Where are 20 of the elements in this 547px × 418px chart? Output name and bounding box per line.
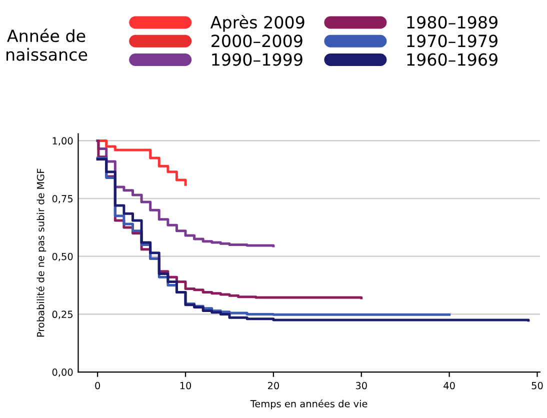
y-tick-label: 0,50 [52,252,73,262]
y-tick-label: 0,25 [52,310,73,320]
legend-label: 1960–1969 [407,53,498,66]
legend-label: 1980–1989 [407,16,498,29]
y-tick-label: 0,75 [52,195,73,204]
y-axis-title: Probabilité de ne pas subir de MGF [36,168,46,337]
x-tick-label: 10 [180,382,192,390]
legend-label: Après 2009 [210,15,304,32]
legend-title: Année de naissance [6,28,88,61]
x-tick-label: 20 [268,382,279,390]
x-tick-label: 0 [95,382,100,390]
x-tick-label: 50 [532,382,543,390]
x-tick-label: 40 [444,382,455,390]
legend-label: 2000–2009 [212,34,302,48]
y-tick-label: 1,00 [52,137,73,146]
legend-label: 1990–1999 [212,53,302,66]
x-tick-label: 30 [356,382,367,390]
legend-label: 1970–1979 [407,34,498,48]
x-axis-title: Temps en années de vie [250,399,368,410]
y-tick-label: 0,00 [52,368,73,377]
